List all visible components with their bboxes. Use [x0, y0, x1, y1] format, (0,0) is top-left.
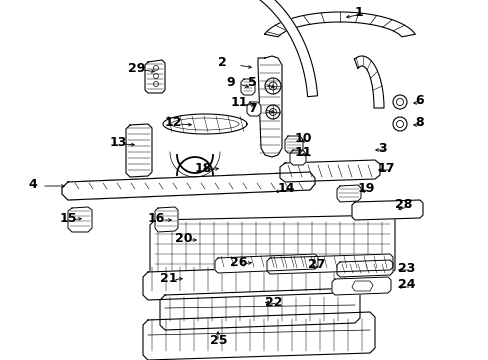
Polygon shape: [145, 60, 164, 93]
Polygon shape: [246, 102, 261, 116]
Polygon shape: [264, 12, 414, 37]
Polygon shape: [354, 56, 383, 108]
Polygon shape: [155, 207, 178, 232]
Polygon shape: [351, 200, 422, 220]
Text: 17: 17: [377, 162, 395, 175]
Text: 29: 29: [128, 62, 145, 75]
Text: 28: 28: [394, 198, 411, 211]
Text: 3: 3: [377, 141, 386, 154]
Text: 23: 23: [397, 261, 414, 274]
Text: 20: 20: [175, 231, 192, 244]
Polygon shape: [266, 254, 392, 274]
Text: 1: 1: [354, 5, 363, 18]
Polygon shape: [126, 124, 152, 177]
Polygon shape: [62, 172, 314, 200]
Text: 9: 9: [225, 76, 234, 89]
Polygon shape: [280, 160, 379, 182]
Polygon shape: [179, 0, 317, 97]
Polygon shape: [163, 114, 246, 134]
Text: 25: 25: [209, 333, 227, 346]
Text: 19: 19: [357, 181, 375, 194]
Text: 6: 6: [414, 94, 423, 107]
Polygon shape: [289, 150, 305, 165]
Text: 14: 14: [278, 181, 295, 194]
Text: 21: 21: [160, 271, 177, 284]
Polygon shape: [150, 215, 394, 280]
Polygon shape: [142, 312, 374, 360]
Text: 11: 11: [294, 145, 312, 158]
Text: 24: 24: [397, 279, 415, 292]
Text: 22: 22: [264, 296, 282, 309]
Polygon shape: [258, 56, 282, 157]
Text: 15: 15: [60, 211, 77, 225]
Text: 18: 18: [195, 162, 212, 175]
Text: 26: 26: [229, 256, 247, 269]
Polygon shape: [68, 207, 92, 232]
Text: 16: 16: [148, 211, 165, 225]
Polygon shape: [331, 277, 390, 295]
Text: 10: 10: [294, 131, 312, 144]
Text: 4: 4: [28, 179, 37, 192]
Text: 11: 11: [230, 95, 248, 108]
Polygon shape: [160, 288, 359, 330]
Text: 12: 12: [164, 116, 182, 129]
Text: 2: 2: [218, 55, 226, 68]
Text: 13: 13: [110, 135, 127, 148]
Polygon shape: [336, 185, 360, 202]
Polygon shape: [142, 265, 345, 300]
Polygon shape: [285, 136, 303, 153]
Text: 5: 5: [247, 76, 256, 89]
Text: 27: 27: [307, 258, 325, 271]
Text: 8: 8: [414, 116, 423, 129]
Polygon shape: [336, 260, 392, 277]
Polygon shape: [215, 254, 317, 273]
Text: 7: 7: [247, 102, 256, 114]
Polygon shape: [241, 79, 254, 95]
